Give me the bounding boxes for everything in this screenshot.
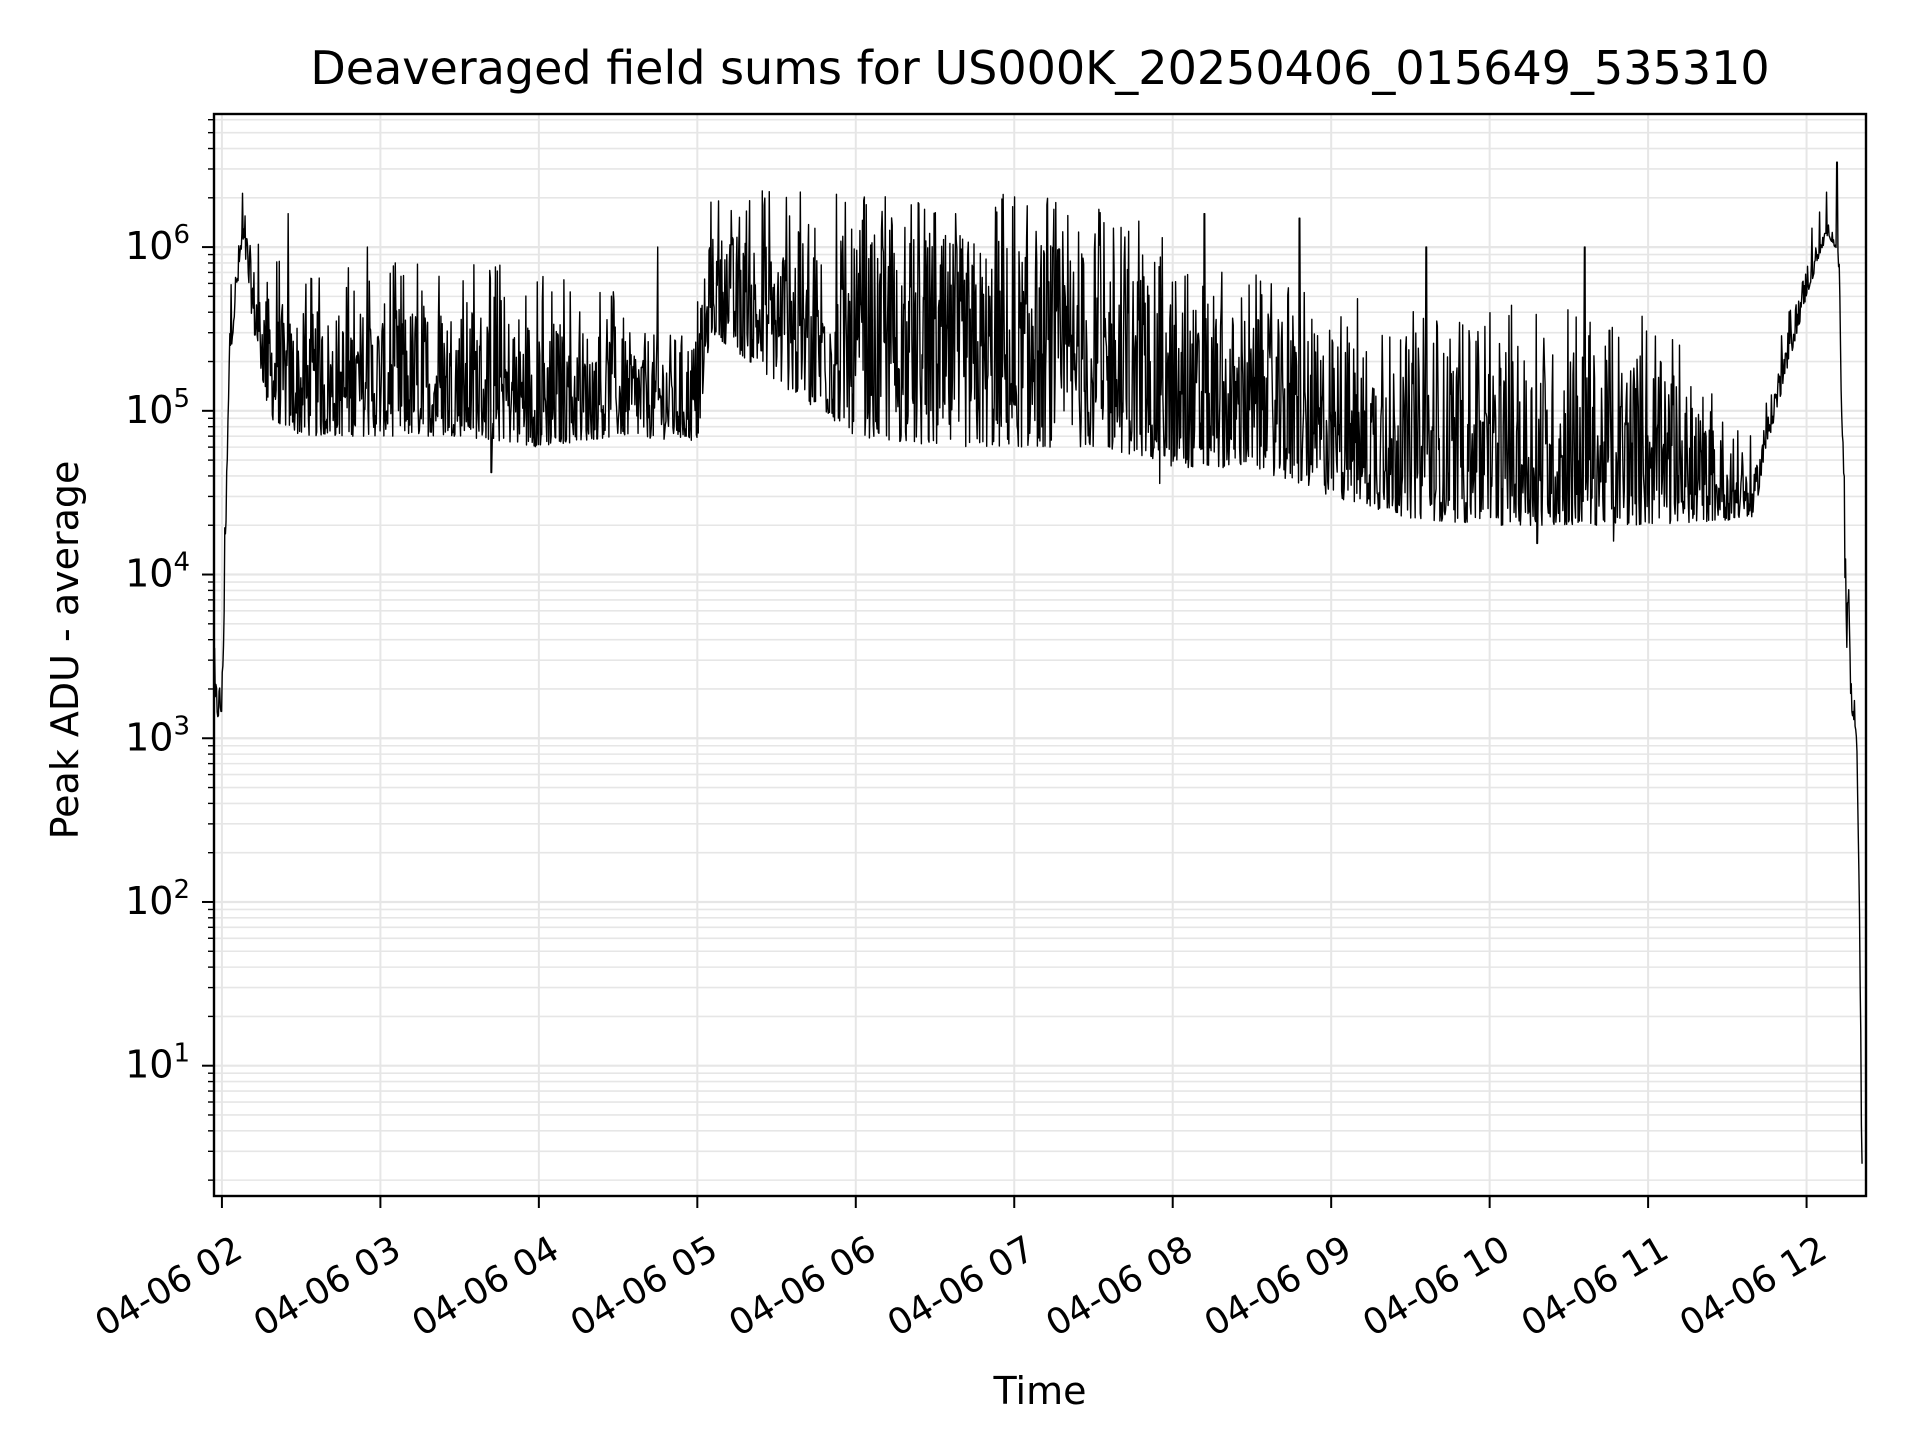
plot-frame [212,112,1868,1198]
y-tick-label: 104 [125,548,190,596]
data-layer [213,161,1863,1164]
y-tick-label: 103 [125,711,190,759]
y-tick-label: 102 [125,875,190,923]
y-axis-label: Peak ADU - average [43,461,87,840]
chart-title: Deaveraged field sums for US000K_2025040… [310,41,1769,95]
series-line [213,161,1863,1164]
x-axis-label: Time [993,1369,1087,1413]
y-axis: 101 102 103 104 105 106 [125,118,214,1181]
y-tick-label: 105 [125,384,190,432]
y-tick-label: 106 [125,220,190,268]
y-tick-label: 101 [125,1039,190,1087]
